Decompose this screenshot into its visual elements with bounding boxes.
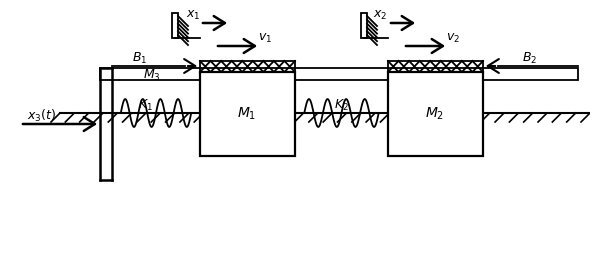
Text: $v_2$: $v_2$ [446,31,460,44]
Text: $K_1$: $K_1$ [137,98,152,113]
Bar [200,72,295,156]
Text: $B_1$: $B_1$ [132,50,148,66]
Bar [361,13,367,38]
Text: $M_3$: $M_3$ [143,68,161,83]
Text: $x_3(t)$: $x_3(t)$ [27,108,57,124]
Bar [100,68,578,80]
Bar [388,72,483,156]
Text: $K_2$: $K_2$ [333,98,349,113]
Text: $M_2$: $M_2$ [425,106,445,122]
Text: $v_1$: $v_1$ [258,31,272,44]
Text: $M_1$: $M_1$ [237,106,257,122]
Bar [172,13,178,38]
Text: $B_2$: $B_2$ [522,50,537,66]
Text: $x_1$: $x_1$ [186,9,200,21]
Text: $x_2$: $x_2$ [373,9,387,21]
